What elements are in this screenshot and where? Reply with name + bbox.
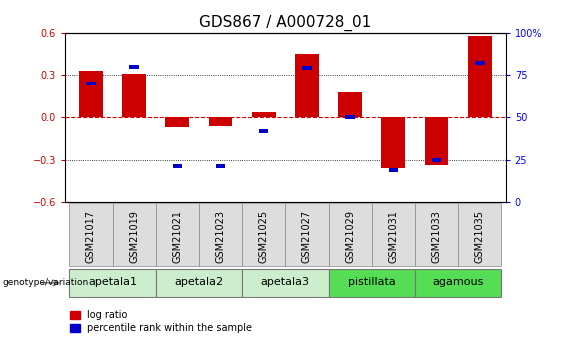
Bar [415, 203, 458, 266]
Bar [252, 112, 276, 117]
Text: GSM21031: GSM21031 [388, 210, 398, 263]
Bar [216, 164, 225, 168]
Bar [415, 269, 501, 297]
Bar [208, 117, 232, 126]
Bar [458, 203, 501, 266]
Bar [166, 117, 189, 127]
Bar [156, 203, 199, 266]
Text: apetala2: apetala2 [175, 277, 224, 287]
Title: GDS867 / A000728_01: GDS867 / A000728_01 [199, 15, 371, 31]
Bar [86, 81, 95, 86]
Text: GSM21025: GSM21025 [259, 210, 269, 263]
Bar [468, 36, 492, 117]
Bar [425, 117, 449, 165]
Bar [345, 115, 355, 119]
Bar [475, 61, 485, 65]
Text: apetala1: apetala1 [88, 277, 137, 287]
Text: apetala3: apetala3 [261, 277, 310, 287]
Bar [302, 66, 312, 70]
Bar [156, 269, 242, 297]
Bar [79, 71, 103, 117]
Legend: log ratio, percentile rank within the sample: log ratio, percentile rank within the sa… [70, 310, 253, 333]
Bar [285, 203, 328, 266]
Bar [129, 65, 139, 69]
Text: GSM21017: GSM21017 [86, 210, 96, 263]
Text: GSM21035: GSM21035 [475, 210, 485, 263]
Bar [199, 203, 242, 266]
Bar [242, 269, 328, 297]
Text: GSM21027: GSM21027 [302, 210, 312, 263]
Bar [381, 117, 405, 168]
Bar [69, 269, 156, 297]
Bar [432, 158, 441, 161]
Bar [69, 203, 112, 266]
Text: agamous: agamous [432, 277, 484, 287]
Bar [259, 129, 268, 133]
Text: pistillata: pistillata [348, 277, 396, 287]
Text: genotype/variation: genotype/variation [3, 278, 89, 287]
Bar [122, 73, 146, 117]
Bar [338, 92, 362, 117]
Bar [328, 203, 372, 266]
Bar [389, 168, 398, 172]
Bar [295, 54, 319, 117]
Text: GSM21033: GSM21033 [432, 210, 441, 263]
Bar [112, 203, 156, 266]
Bar [372, 203, 415, 266]
Text: GSM21023: GSM21023 [215, 210, 225, 263]
Text: GSM21019: GSM21019 [129, 210, 139, 263]
Bar [242, 203, 285, 266]
Text: GSM21029: GSM21029 [345, 210, 355, 263]
Bar [172, 164, 182, 168]
Text: GSM21021: GSM21021 [172, 210, 182, 263]
Bar [328, 269, 415, 297]
